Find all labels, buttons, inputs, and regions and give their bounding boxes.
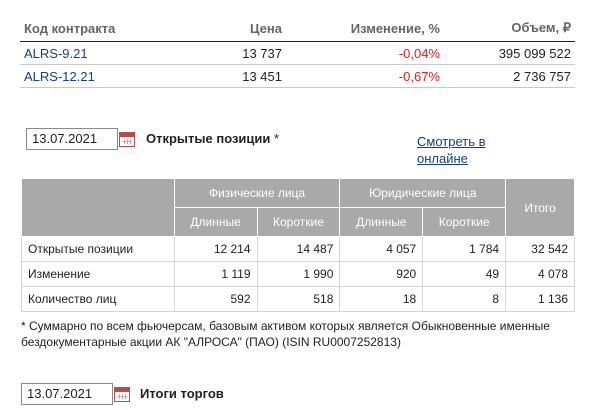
value-cell: 18: [339, 286, 424, 312]
table-row: Изменение 1 119 1 990 920 49 4 078: [21, 261, 575, 287]
value-cell: 1 119: [173, 261, 258, 287]
total-cell: 1 136: [505, 286, 575, 312]
table-row: ALRS-9.21 13 737 -0,04% 395 099 522: [20, 41, 575, 65]
col-header-price[interactable]: Цена: [148, 15, 286, 42]
open-positions-title: Открытые позиции *: [146, 131, 279, 146]
col-header-volume[interactable]: Объем, ₽: [444, 15, 575, 42]
price-cell: 13 737: [148, 41, 286, 65]
header-short: Короткие: [422, 207, 507, 237]
volume-cell: 395 099 522: [444, 41, 575, 65]
col-header-change[interactable]: Изменение, %: [286, 15, 444, 42]
value-cell: 1 990: [256, 261, 341, 287]
value-cell: 592: [173, 286, 258, 312]
value-cell: 12 214: [173, 236, 258, 262]
header-long: Длинные: [339, 207, 424, 237]
row-label: Изменение: [21, 261, 175, 287]
header-row-group: Физические лица Юридические лица Итого: [21, 178, 575, 237]
value-cell: 518: [256, 286, 341, 312]
value-cell: 14 487: [256, 236, 341, 262]
header-individuals: Физические лица: [173, 178, 341, 208]
header-short: Короткие: [256, 207, 341, 237]
table-row: ALRS-12.21 13 451 -0,67% 2 736 757: [20, 64, 575, 88]
row-label: Количество лиц: [21, 286, 175, 312]
value-cell: 49: [422, 261, 507, 287]
open-positions-table: Физические лица Юридические лица Итого Д…: [21, 178, 575, 312]
price-cell: 13 451: [148, 64, 286, 88]
table-row: Количество лиц 592 518 18 8 1 136: [21, 286, 575, 312]
value-cell: 920: [339, 261, 424, 287]
value-cell: 1 784: [422, 236, 507, 262]
header-legal-entities: Юридические лица: [339, 178, 507, 208]
open-positions-title-text: Открытые позиции: [146, 131, 271, 146]
value-cell: 4 057: [339, 236, 424, 262]
open-positions-date-input[interactable]: 13.07.2021: [26, 128, 118, 150]
col-header-code[interactable]: Код контракта: [20, 15, 148, 42]
change-cell: -0,04%: [286, 41, 444, 65]
total-cell: 4 078: [505, 261, 575, 287]
header-long: Длинные: [173, 207, 258, 237]
header-empty-cell: [21, 178, 175, 237]
contracts-header-row: Код контракта Цена Изменение, % Объем, ₽: [20, 15, 575, 42]
change-cell: -0,67%: [286, 64, 444, 88]
calendar-icon[interactable]: [114, 387, 130, 402]
trading-results-title: Итоги торгов: [140, 386, 224, 401]
volume-cell: 2 736 757: [444, 64, 575, 88]
footnote-mark: *: [274, 131, 280, 146]
header-total: Итого: [505, 178, 575, 237]
calendar-icon[interactable]: [119, 132, 135, 147]
header-row-sub: Длинные Короткие Длинные Короткие: [22, 207, 575, 237]
footnote-text: * Суммарно по всем фьючерсам, базовым ак…: [21, 319, 550, 349]
trading-results-date-input[interactable]: 13.07.2021: [21, 383, 113, 405]
total-cell: 32 542: [505, 236, 575, 262]
contract-link[interactable]: ALRS-9.21: [24, 45, 88, 61]
table-row: Открытые позиции 12 214 14 487 4 057 1 7…: [21, 236, 575, 262]
contract-link[interactable]: ALRS-12.21: [24, 68, 95, 84]
view-online-link[interactable]: Смотреть в онлайне: [417, 134, 486, 166]
contracts-table: Код контракта Цена Изменение, % Объем, ₽…: [20, 15, 575, 88]
value-cell: 8: [422, 286, 507, 312]
row-label: Открытые позиции: [21, 236, 175, 262]
